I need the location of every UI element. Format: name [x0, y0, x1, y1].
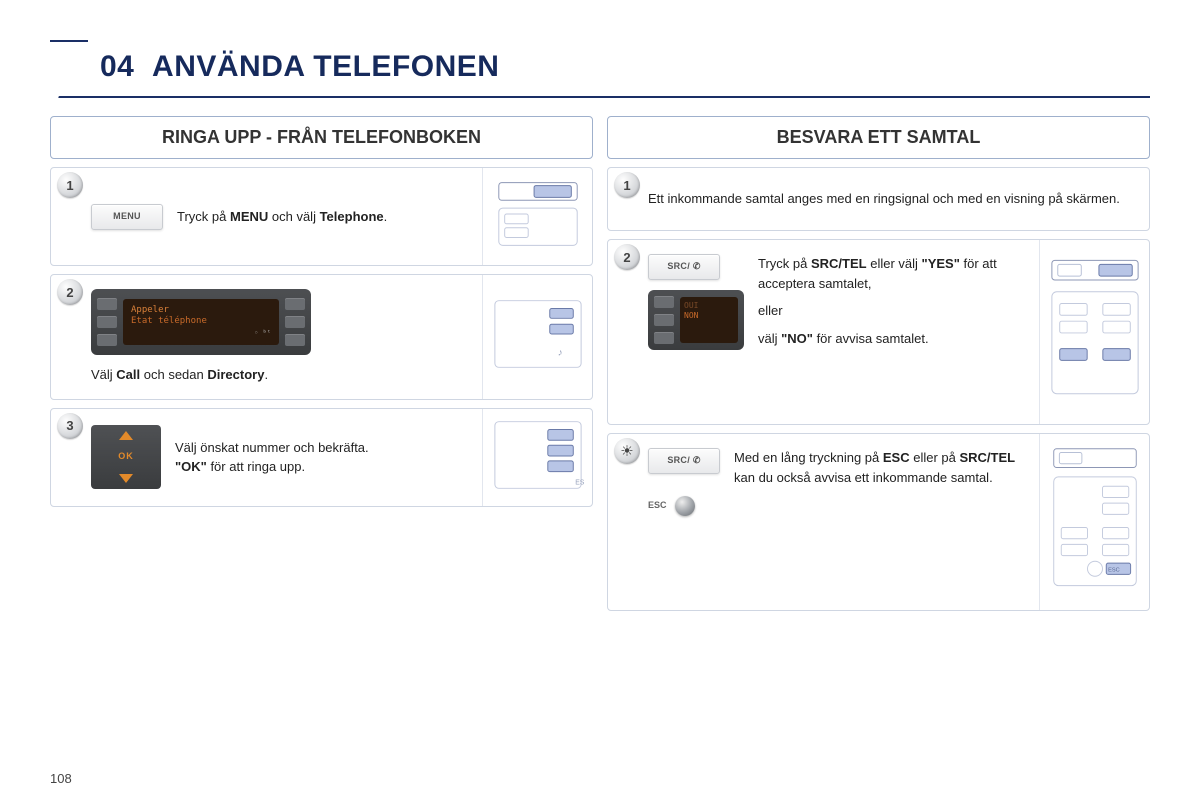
svg-text:ESC: ESC — [1108, 567, 1120, 573]
step-text: Välj önskat nummer och bekräfta. "OK" fö… — [175, 438, 470, 477]
left-step-3: 3 OK Välj önskat nummer och bekräfta. "O… — [50, 408, 593, 507]
left-section-title: RINGA UPP - FRÅN TELEFONBOKEN — [50, 116, 593, 159]
step-badge: 1 — [57, 172, 83, 198]
chapter-header: 04 ANVÄNDA TELEFONEN — [50, 40, 1150, 98]
chapter-name: ANVÄNDA TELEFONEN — [152, 50, 499, 83]
step-text: Tryck på MENU och välj Telephone. — [177, 207, 470, 227]
right-column: BESVARA ETT SAMTAL 1 Ett inkommande samt… — [607, 116, 1150, 611]
esc-label: ESC — [648, 499, 667, 513]
tip-text: Med en lång tryckning på ESC eller på SR… — [734, 448, 1027, 487]
panel-schematic-icon: ESC — [1046, 445, 1144, 600]
right-step-1: 1 Ett inkommande samtal anges med en rin… — [607, 167, 1150, 231]
right-step-2: 2 SRC/ ✆ OUI NON Tryck på SRC/TEL eller … — [607, 239, 1150, 425]
panel-schematic-icon: ♪ — [489, 294, 587, 379]
tip-bulb-icon: ☀ — [614, 438, 640, 464]
audio-unit-icon: Appeler Etat téléphone ◦ ᵇᵗ — [91, 289, 311, 355]
svg-text:ES: ES — [575, 479, 585, 486]
chapter-title: 04 ANVÄNDA TELEFONEN — [100, 50, 1130, 84]
left-step-2: 2 Appeler Etat téléphone ◦ ᵇᵗ Välj Call … — [50, 274, 593, 400]
step-text: Tryck på SRC/TEL eller välj "YES" för at… — [758, 254, 1027, 348]
step-text: Ett inkommande samtal anges med en rings… — [648, 189, 1137, 209]
esc-knob-icon — [675, 496, 695, 516]
src-tel-key-icon: SRC/ ✆ — [648, 448, 720, 474]
panel-schematic-icon — [1046, 255, 1144, 410]
page-number: 108 — [50, 771, 72, 786]
left-column: RINGA UPP - FRÅN TELEFONBOKEN 1 MENU Try… — [50, 116, 593, 611]
menu-key-icon: MENU — [91, 204, 163, 230]
audio-unit-icon: OUI NON — [648, 290, 744, 350]
src-tel-key-icon: SRC/ ✆ — [648, 254, 720, 280]
step-text: Välj Call och sedan Directory. — [91, 365, 268, 385]
step-badge: 2 — [614, 244, 640, 270]
left-step-1: 1 MENU Tryck på MENU och välj Telephone. — [50, 167, 593, 266]
ok-pad-icon: OK — [91, 425, 161, 489]
right-section-title: BESVARA ETT SAMTAL — [607, 116, 1150, 159]
panel-schematic-icon: ES — [489, 415, 587, 500]
right-tip: ☀ SRC/ ✆ ESC Med en lång tryckning på ES… — [607, 433, 1150, 611]
step-badge: 2 — [57, 279, 83, 305]
svg-text:♪: ♪ — [557, 348, 562, 359]
panel-schematic-icon — [489, 174, 587, 259]
step-badge: 3 — [57, 413, 83, 439]
step-badge: 1 — [614, 172, 640, 198]
chapter-num: 04 — [100, 50, 134, 83]
